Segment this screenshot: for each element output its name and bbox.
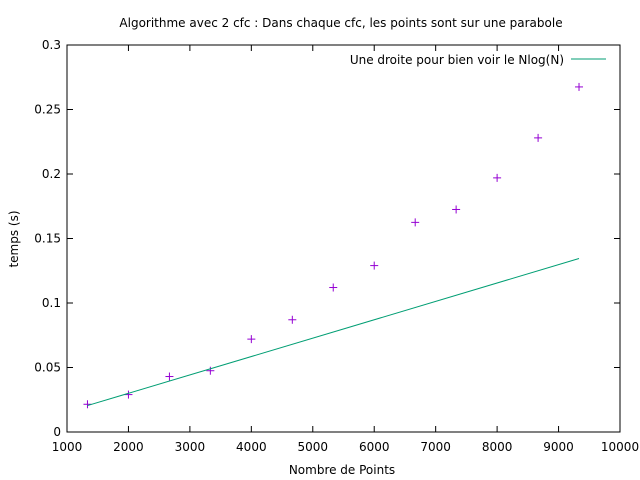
x-tick-label: 7000 <box>420 440 451 454</box>
data-point <box>575 82 584 91</box>
x-tick-label: 5000 <box>298 440 329 454</box>
fit-line <box>87 258 580 407</box>
data-point <box>411 218 420 227</box>
data-point <box>247 335 256 344</box>
y-tick-label: 0.1 <box>42 296 61 310</box>
y-tick-label: 0.3 <box>42 38 61 52</box>
y-tick-label: 0.2 <box>42 167 61 181</box>
x-tick-label: 3000 <box>175 440 206 454</box>
data-point <box>206 366 215 375</box>
y-tick-label: 0.15 <box>34 232 61 246</box>
data-point <box>329 283 338 292</box>
plot-frame <box>66 44 621 433</box>
x-tick-label: 2000 <box>113 440 144 454</box>
y-tick-label: 0.25 <box>34 103 61 117</box>
data-point <box>288 315 297 324</box>
data-point <box>165 372 174 381</box>
legend-label: Une droite pour bien voir le Nlog(N) <box>350 53 564 67</box>
x-tick-label: 10000 <box>601 440 639 454</box>
data-point <box>534 133 543 142</box>
x-axis-label: Nombre de Points <box>289 463 395 477</box>
data-point <box>370 261 379 270</box>
x-tick-label: 9000 <box>543 440 574 454</box>
y-axis: 0 0.05 0.1 0.15 0.2 0.25 0.3 <box>34 38 620 439</box>
x-tick-label: 4000 <box>236 440 267 454</box>
data-point <box>452 205 461 214</box>
y-tick-label: 0.05 <box>34 361 61 375</box>
y-tick-label: 0 <box>53 425 61 439</box>
legend: Une droite pour bien voir le Nlog(N) <box>350 53 606 67</box>
x-tick-label: 6000 <box>359 440 390 454</box>
x-tick-label: 8000 <box>482 440 513 454</box>
y-axis-label: temps (s) <box>7 210 21 267</box>
x-tick-label: 1000 <box>52 440 83 454</box>
data-point <box>493 173 502 182</box>
x-axis: 1000 2000 3000 4000 5000 6000 7000 8000 9000 1000… <box>52 45 639 454</box>
chart-title: Algorithme avec 2 cfc : Dans chaque cfc,… <box>119 16 562 30</box>
plot-border <box>66 44 621 433</box>
plot-area <box>83 82 584 409</box>
